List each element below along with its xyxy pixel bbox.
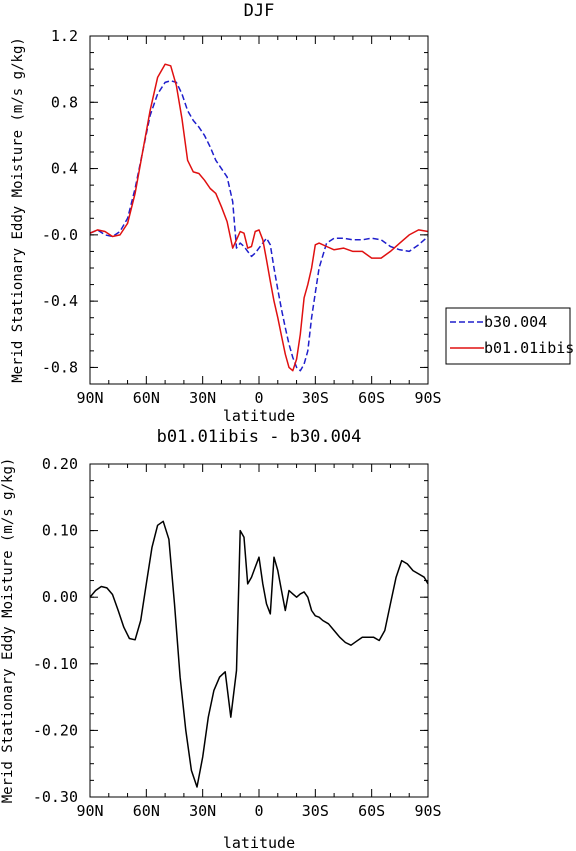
x-tick-label: 60S [358, 802, 385, 820]
y-tick-label: -0.30 [33, 788, 78, 806]
x-tick-label: 30S [302, 389, 329, 407]
y-axis-label: Merid Stationary Eddy Moisture (m/s g/kg… [0, 458, 16, 804]
x-axis-label: latitude [223, 834, 295, 851]
y-tick-label: 0.10 [42, 522, 78, 540]
x-tick-label: 60N [133, 802, 160, 820]
legend: b30.004 b01.01ibis [445, 307, 574, 365]
y-tick-label: -0.8 [42, 358, 78, 376]
legend-entry: b01.01ibis [484, 339, 574, 357]
y-tick-label: -0.20 [33, 721, 78, 739]
series-line-2 [89, 520, 429, 788]
series-line-b01-01ibis [89, 63, 429, 372]
y-axis-label: Merid Stationary Eddy Moisture (m/s g/kg… [10, 37, 26, 383]
x-axis-label: latitude [223, 407, 295, 425]
chart-2: 90N 60N 30N 0 30S 60S 90S 0.20 0.10 0.00 -0.10 -0.2… [0, 427, 442, 851]
y-tick-label: -0.0 [42, 226, 78, 244]
y-tick-label: 0.4 [51, 160, 78, 178]
chart-title: DJF [244, 1, 275, 21]
x-tick-label: 30N [189, 802, 216, 820]
y-tick-label: 0.00 [42, 588, 78, 606]
series-line-b30-004 [89, 79, 429, 372]
x-tick-label: 30N [189, 389, 216, 407]
y-tick-label: -0.4 [42, 292, 78, 310]
x-tick-label: 0 [254, 389, 263, 407]
y-tick-label: -0.10 [33, 655, 78, 673]
x-tick-label: 60N [133, 389, 160, 407]
x-tick-label: 90S [414, 802, 441, 820]
x-tick-label: 90N [76, 389, 103, 407]
chart-1: 90N 60N 30N 0 30S 60S 90S 1.2 0.8 0.4 -0.0 -0.4 -0.8… [10, 1, 574, 425]
x-tick-label: 60S [358, 389, 385, 407]
plot-frame [89, 463, 429, 798]
y-tick-label: 0.20 [42, 455, 78, 473]
x-tick-label: 0 [254, 802, 263, 820]
x-tick-label: 30S [302, 802, 329, 820]
x-tick-label: 90N [76, 802, 103, 820]
y-tick-label: 0.8 [51, 93, 78, 111]
chart-title: b01.01ibis - b30.004 [157, 427, 362, 447]
plot-frame [89, 35, 429, 385]
x-tick-label: 90S [414, 389, 441, 407]
legend-entry: b30.004 [484, 313, 547, 331]
legend-box [445, 307, 571, 365]
y-tick-label: 1.2 [51, 27, 78, 45]
